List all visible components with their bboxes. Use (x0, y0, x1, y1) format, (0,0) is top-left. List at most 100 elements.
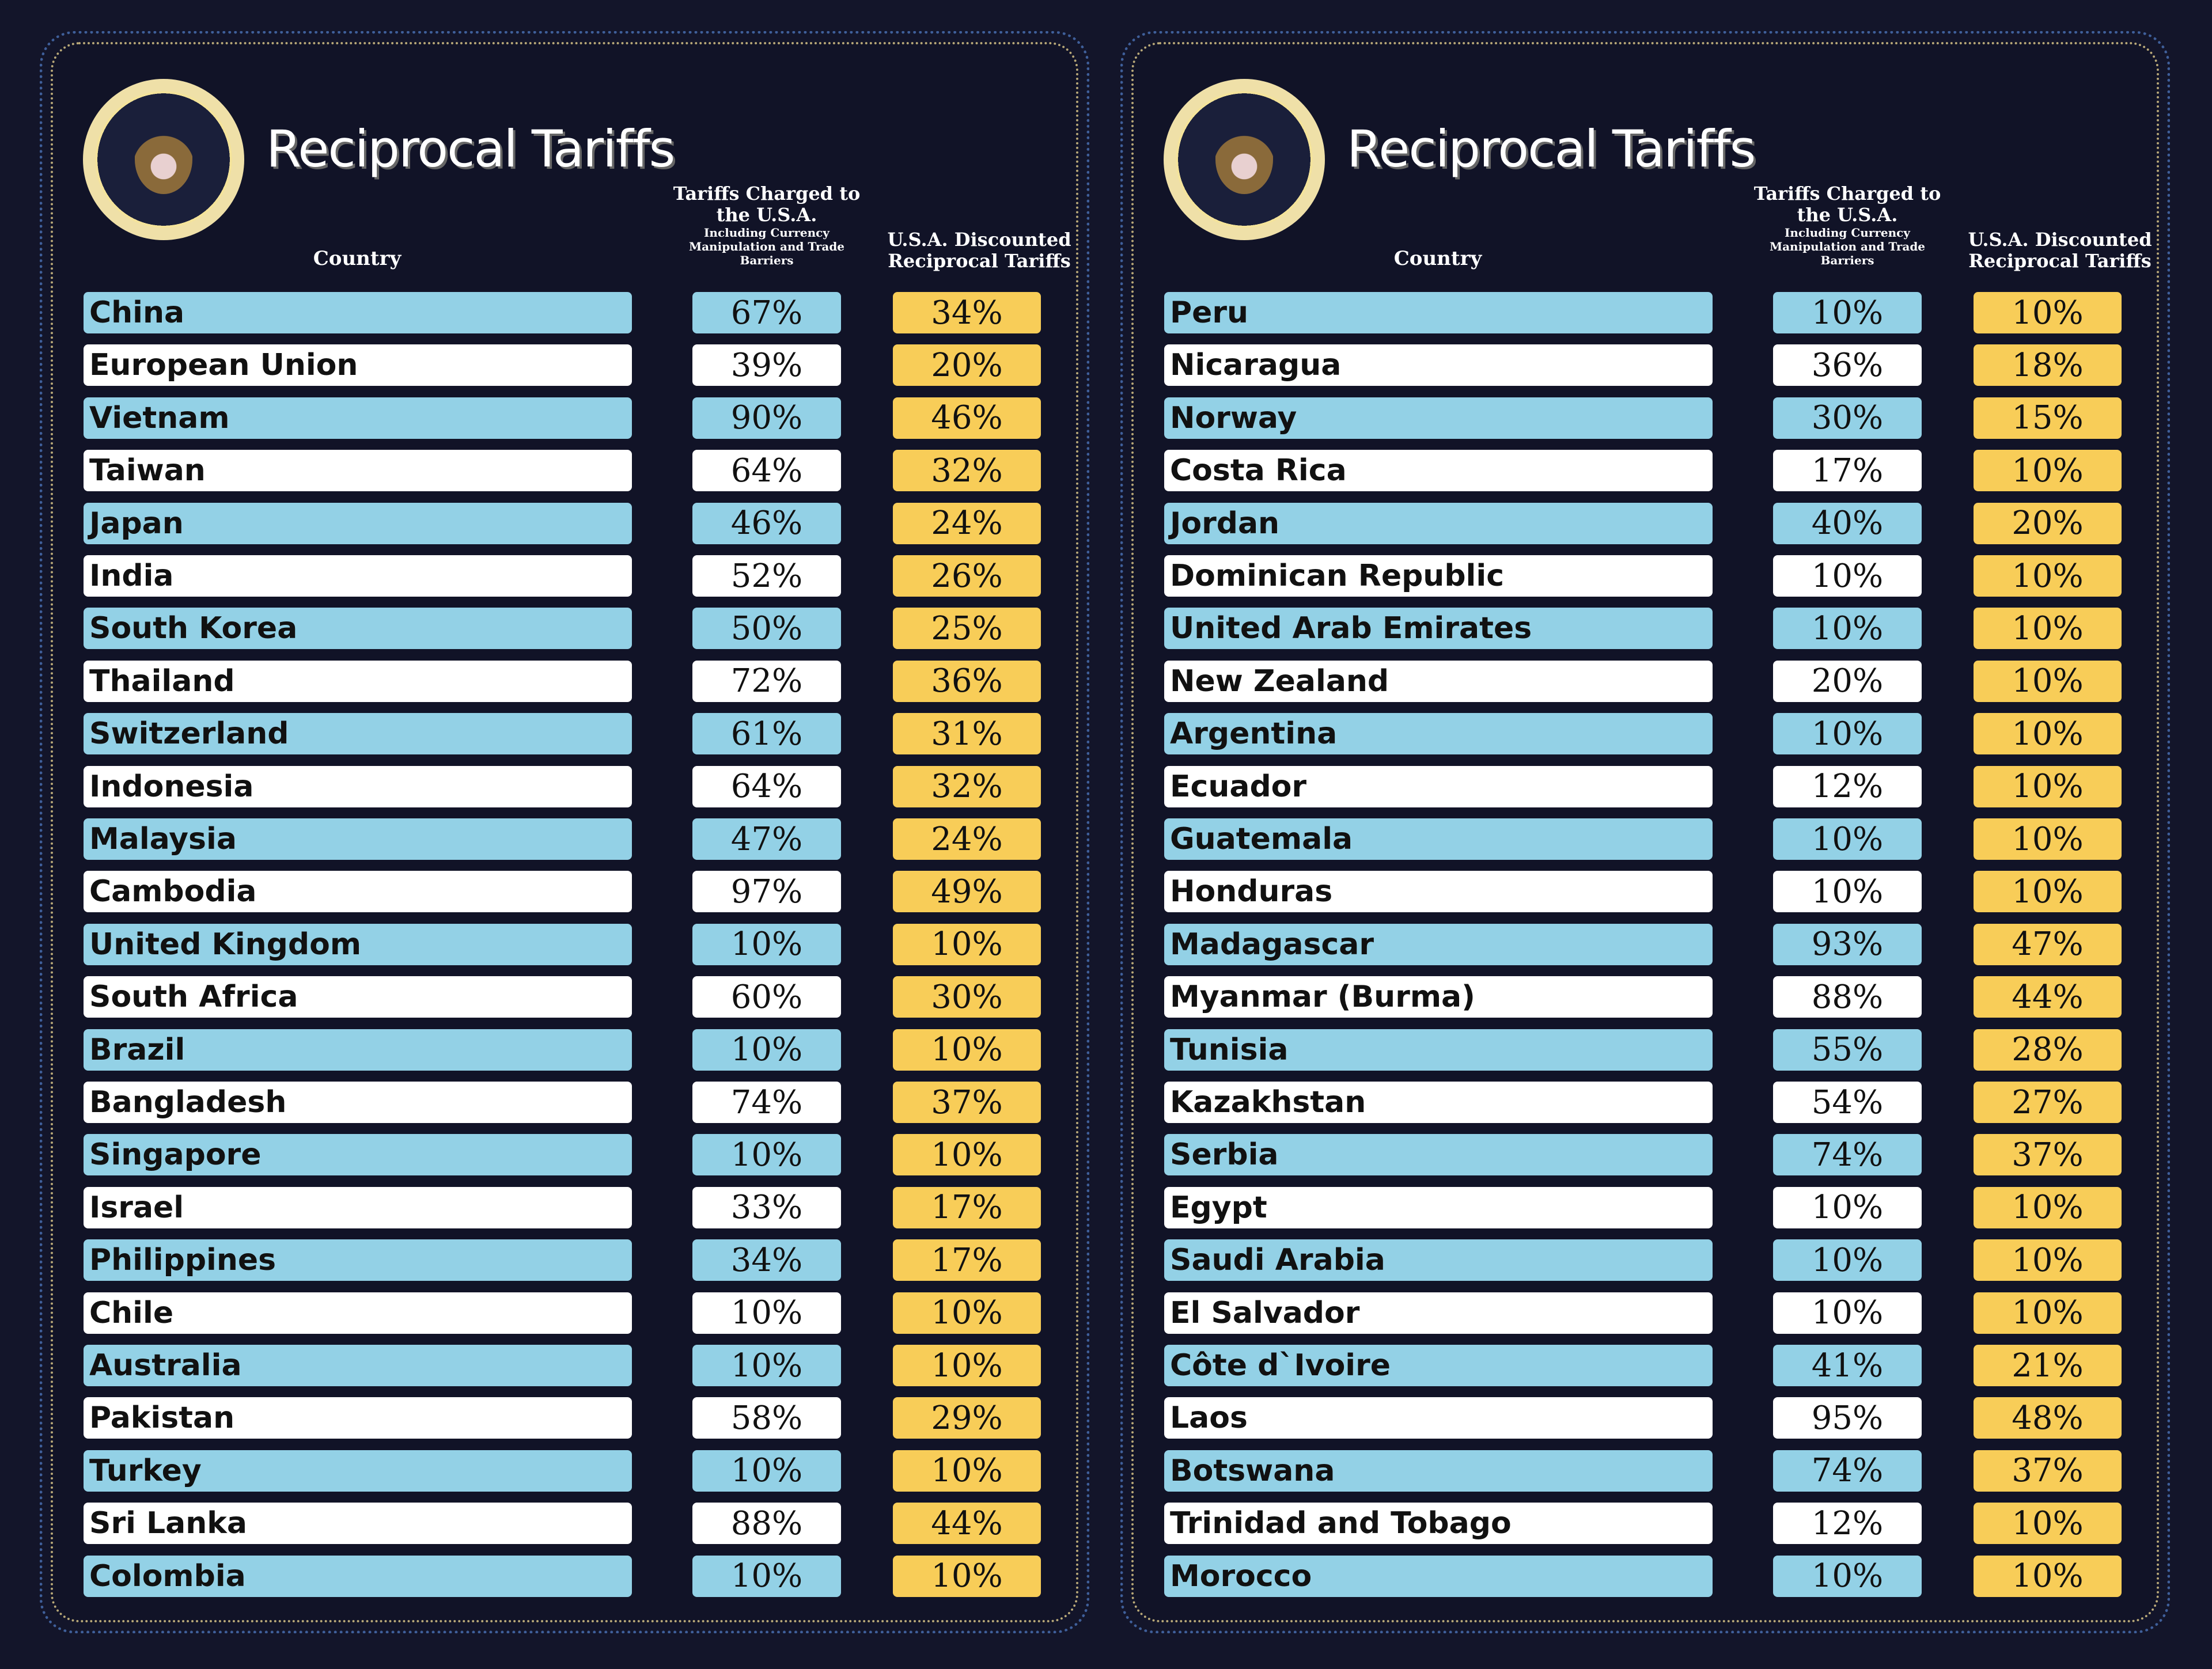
discounted-tariff-value: 10% (893, 1345, 1041, 1386)
tariff-charged-value: 10% (1773, 818, 1922, 860)
country-name: South Korea (84, 608, 632, 650)
discounted-tariff-value: 44% (1974, 976, 2122, 1018)
eagle-emblem-icon (135, 125, 192, 194)
country-name: South Africa (84, 976, 632, 1018)
discounted-tariff-value: 10% (1974, 871, 2122, 913)
country-name: United Arab Emirates (1164, 608, 1713, 650)
discounted-tariff-value: 10% (1974, 1555, 2122, 1597)
table-row: Jordan 40% 20% (1081, 502, 2175, 544)
table-row: Japan 46% 24% (0, 502, 1094, 544)
table-row: Saudi Arabia 10% 10% (1081, 1239, 2175, 1281)
tariff-charged-value: 97% (692, 871, 841, 913)
header-charged-label: Tariffs Charged to the U.S.A. (673, 183, 861, 226)
country-name: Côte d`Ivoire (1164, 1345, 1713, 1386)
header-charged: Tariffs Charged to the U.S.A. Including C… (1743, 183, 1952, 267)
country-name: Malaysia (84, 818, 632, 860)
discounted-tariff-value: 10% (1974, 1292, 2122, 1334)
tariff-charged-value: 64% (692, 450, 841, 492)
tariff-charged-value: 54% (1773, 1082, 1922, 1123)
discounted-tariff-value: 24% (893, 502, 1041, 544)
header-charged-label: Tariffs Charged to the U.S.A. (1753, 183, 1941, 226)
table-row: South Africa 60% 30% (0, 976, 1094, 1018)
country-name: Norway (1164, 397, 1713, 439)
tariff-charged-value: 50% (692, 608, 841, 650)
discounted-tariff-value: 10% (1974, 450, 2122, 492)
tariff-charged-value: 47% (692, 818, 841, 860)
discounted-tariff-value: 32% (893, 765, 1041, 807)
table-row: Egypt 10% 10% (1081, 1186, 2175, 1228)
discounted-tariff-value: 10% (1974, 292, 2122, 333)
discounted-tariff-value: 10% (893, 1134, 1041, 1176)
discounted-tariff-value: 36% (893, 660, 1041, 702)
table-row: Colombia 10% 10% (0, 1555, 1094, 1597)
tariff-charged-value: 34% (692, 1239, 841, 1281)
header-charged-note: Including Currency Manipulation and Trad… (688, 225, 845, 267)
country-name: Colombia (84, 1555, 632, 1597)
tariff-charged-value: 72% (692, 660, 841, 702)
tariff-charged-value: 30% (1773, 397, 1922, 439)
table-row: Côte d`Ivoire 41% 21% (1081, 1345, 2175, 1386)
tariff-charged-value: 74% (692, 1082, 841, 1123)
header-charged: Tariffs Charged to the U.S.A. Including C… (662, 183, 871, 267)
discounted-tariff-value: 10% (893, 1029, 1041, 1071)
tariff-charged-value: 55% (1773, 1029, 1922, 1071)
presidential-seal-icon (83, 79, 244, 240)
table-row: El Salvador 10% 10% (1081, 1292, 2175, 1334)
table-row: Myanmar (Burma) 88% 44% (1081, 976, 2175, 1018)
tariff-charged-value: 12% (1773, 1503, 1922, 1545)
discounted-tariff-value: 10% (1974, 608, 2122, 650)
discounted-tariff-value: 10% (893, 1555, 1041, 1597)
discounted-tariff-value: 20% (893, 344, 1041, 386)
table-row: Malaysia 47% 24% (0, 818, 1094, 860)
discounted-tariff-value: 37% (1974, 1450, 2122, 1492)
table-row: New Zealand 20% 10% (1081, 660, 2175, 702)
table-row: Chile 10% 10% (0, 1292, 1094, 1334)
table-row: Norway 30% 15% (1081, 397, 2175, 439)
table-row: India 52% 26% (0, 555, 1094, 597)
table-row: Argentina 10% 10% (1081, 713, 2175, 755)
table-row: China 67% 34% (0, 292, 1094, 333)
table-row: Australia 10% 10% (0, 1345, 1094, 1386)
tariff-charged-value: 10% (692, 1292, 841, 1334)
table-row: Honduras 10% 10% (1081, 871, 2175, 913)
table-row: Switzerland 61% 31% (0, 713, 1094, 755)
tariff-charged-value: 10% (692, 1345, 841, 1386)
tariff-charged-value: 33% (692, 1186, 841, 1228)
tariff-charged-value: 90% (692, 397, 841, 439)
tariff-charged-value: 10% (1773, 1292, 1922, 1334)
header-discounted: U.S.A. Discounted Reciprocal Tariffs (887, 229, 1071, 272)
tariff-charged-value: 10% (692, 1029, 841, 1071)
tariff-charged-value: 17% (1773, 450, 1922, 492)
country-name: Bangladesh (84, 1082, 632, 1123)
table-row: Dominican Republic 10% 10% (1081, 555, 2175, 597)
country-name: Trinidad and Tobago (1164, 1503, 1713, 1545)
table-row: Cambodia 97% 49% (0, 871, 1094, 913)
tariff-charged-value: 10% (1773, 555, 1922, 597)
discounted-tariff-value: 15% (1974, 397, 2122, 439)
discounted-tariff-value: 49% (893, 871, 1041, 913)
tariff-charged-value: 10% (692, 1450, 841, 1492)
table-row: United Kingdom 10% 10% (0, 923, 1094, 965)
country-name: Morocco (1164, 1555, 1713, 1597)
country-name: Taiwan (84, 450, 632, 492)
country-name: Switzerland (84, 713, 632, 755)
discounted-tariff-value: 26% (893, 555, 1041, 597)
tariff-charged-value: 74% (1773, 1450, 1922, 1492)
tariff-charged-value: 10% (692, 1134, 841, 1176)
table-row: Sri Lanka 88% 44% (0, 1503, 1094, 1545)
discounted-tariff-value: 44% (893, 1503, 1041, 1545)
tariff-charged-value: 41% (1773, 1345, 1922, 1386)
tariff-charged-value: 10% (692, 923, 841, 965)
header-charged-note: Including Currency Manipulation and Trad… (1769, 225, 1926, 267)
country-name: India (84, 555, 632, 597)
table-row: Guatemala 10% 10% (1081, 818, 2175, 860)
table-row: Botswana 74% 37% (1081, 1450, 2175, 1492)
country-name: Kazakhstan (1164, 1082, 1713, 1123)
tariff-charged-value: 60% (692, 976, 841, 1018)
table-row: Madagascar 93% 47% (1081, 923, 2175, 965)
country-name: European Union (84, 344, 632, 386)
country-name: Tunisia (1164, 1029, 1713, 1071)
country-name: Botswana (1164, 1450, 1713, 1492)
discounted-tariff-value: 10% (1974, 555, 2122, 597)
country-name: El Salvador (1164, 1292, 1713, 1334)
